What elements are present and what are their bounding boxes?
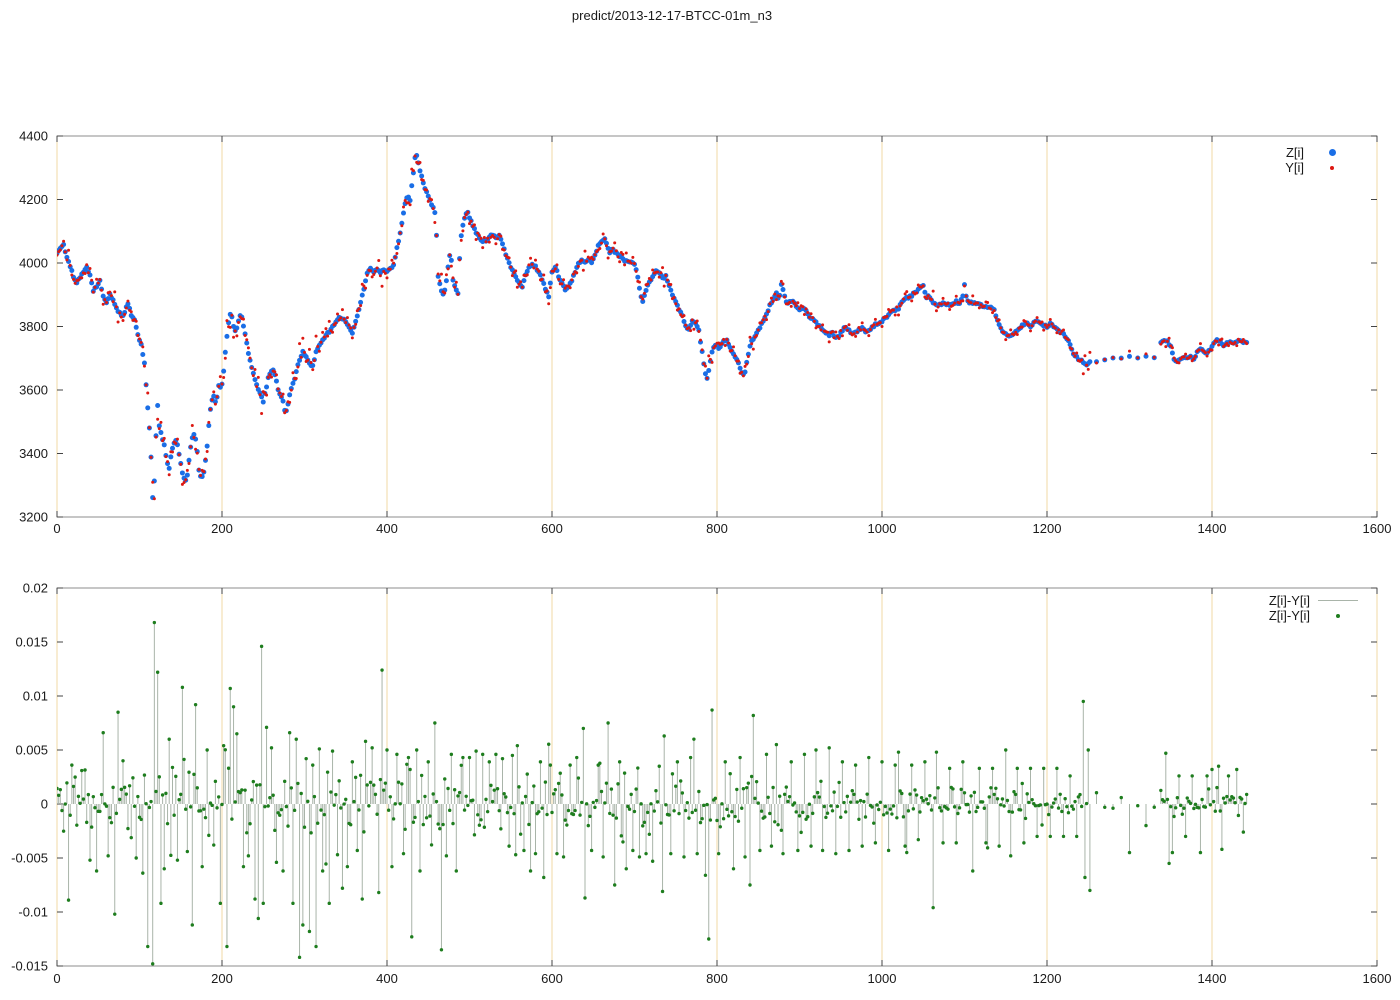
top-plot-frame-grid [56,136,1378,517]
svg-text:0: 0 [53,971,60,986]
svg-text:200: 200 [211,521,233,536]
bottom-plot-frame-grid [56,588,1378,966]
svg-text:800: 800 [706,971,728,986]
svg-text:600: 600 [541,521,563,536]
svg-text:600: 600 [541,971,563,986]
svg-text:1200: 1200 [1033,971,1062,986]
svg-text:400: 400 [376,971,398,986]
bottom-plot-frame: -0.015 -0.01 -0.005 0 0.005 0.01 0.015 0.02 0 200… [11,581,1391,987]
legend-label-y: Y[i] [1285,160,1304,175]
svg-text:1000: 1000 [868,521,897,536]
z-point-marker [1304,149,1360,156]
svg-text:3400: 3400 [19,446,48,461]
svg-text:0.01: 0.01 [23,689,48,704]
diff-point-marker [1310,613,1366,618]
bottom-plot-frame-tick-labels: -0.015 -0.01 -0.005 0 0.005 0.01 0.015 0.02 0 200… [11,581,1391,987]
svg-text:1400: 1400 [1198,521,1227,536]
svg-text:3600: 3600 [19,383,48,398]
legend-entry-diff-points: Z[i]-Y[i] [1236,608,1366,623]
svg-text:0: 0 [41,797,48,812]
svg-text:0.02: 0.02 [23,581,48,596]
bottom-plot-frame-ticks [56,587,1378,967]
svg-text:1600: 1600 [1363,521,1392,536]
svg-text:800: 800 [706,521,728,536]
svg-text:3200: 3200 [19,510,48,525]
svg-text:1000: 1000 [868,971,897,986]
svg-text:4200: 4200 [19,192,48,207]
y-points [57,154,1249,501]
svg-text:4000: 4000 [19,256,48,271]
z-points [57,152,1250,501]
legend-top-plot: Z[i] Y[i] [1256,145,1360,175]
svg-text:-0.005: -0.005 [11,851,48,866]
svg-text:200: 200 [211,971,233,986]
svg-text:3800: 3800 [19,319,48,334]
legend-entry-y: Y[i] [1256,160,1360,175]
chart-title: predict/2013-12-17-BTCC-01m_n3 [571,8,773,23]
top-plot-frame: 3200 3400 3600 3800 4000 4200 4400 0 200 400 600 80… [19,129,1391,537]
legend-label-z: Z[i] [1285,145,1304,160]
svg-text:1600: 1600 [1363,971,1392,986]
svg-text:0.015: 0.015 [15,635,48,650]
legend-label-diff-line: Z[i]-Y[i] [1268,593,1310,608]
diff-impulse-lines [57,622,1248,964]
svg-text:4400: 4400 [19,129,48,144]
top-plot-frame-tick-labels: 3200 3400 3600 3800 4000 4200 4400 0 200 400 600 80… [19,129,1391,537]
y-point-marker [1304,165,1360,170]
diff-line-marker [1310,600,1366,601]
legend-entry-diff-line: Z[i]-Y[i] [1236,593,1366,608]
svg-text:1200: 1200 [1033,521,1062,536]
legend-entry-z: Z[i] [1256,145,1360,160]
svg-text:1400: 1400 [1198,971,1227,986]
svg-text:0: 0 [53,521,60,536]
legend-label-diff-points: Z[i]-Y[i] [1268,608,1310,623]
diff-points [57,620,1249,966]
legend-bottom-plot: Z[i]-Y[i] Z[i]-Y[i] [1236,593,1366,623]
top-plot-frame-ticks [56,135,1378,518]
svg-text:400: 400 [376,521,398,536]
svg-text:-0.015: -0.015 [11,959,48,974]
svg-text:0.005: 0.005 [15,743,48,758]
svg-text:-0.01: -0.01 [18,905,48,920]
